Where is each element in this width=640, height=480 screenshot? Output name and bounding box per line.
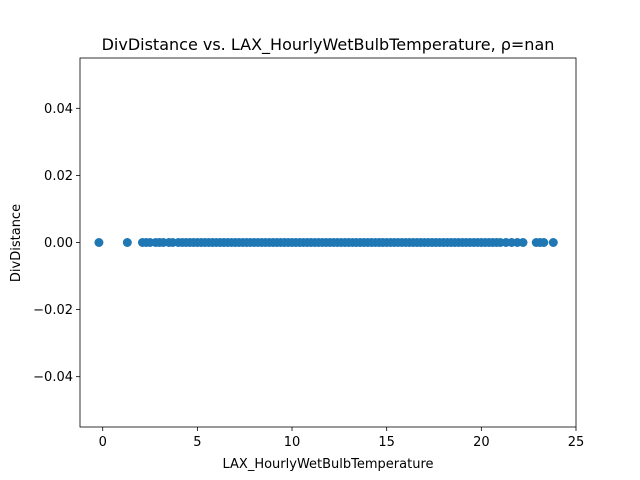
x-tick-label: 20 [473, 435, 490, 450]
y-tick-label: −0.02 [33, 303, 73, 318]
data-point [518, 238, 528, 247]
data-point [539, 238, 549, 247]
x-tick-label: 5 [193, 435, 201, 450]
y-tick-label: −0.04 [33, 370, 73, 385]
y-tick-label: 0.00 [44, 236, 73, 251]
x-tick-label: 25 [568, 435, 585, 450]
x-axis-label: LAX_HourlyWetBulbTemperature [222, 457, 433, 472]
x-tick-label: 0 [99, 435, 107, 450]
data-point [548, 238, 558, 247]
plot-frame [79, 57, 577, 428]
data-point [122, 238, 132, 247]
x-tick-label: 15 [378, 435, 395, 450]
y-tick-label: 0.02 [44, 169, 73, 184]
y-tick-label: 0.04 [44, 102, 73, 117]
data-point [94, 238, 104, 247]
y-axis-label: DivDistance [9, 204, 24, 282]
x-axis-ticks: 0 5 10 15 20 25 [99, 427, 585, 450]
x-tick-label: 10 [284, 435, 301, 450]
chart-title: DivDistance vs. LAX_HourlyWetBulbTempera… [102, 35, 555, 55]
scatter-points [94, 238, 558, 247]
y-axis-ticks: −0.04 −0.02 0.00 0.02 0.04 [33, 102, 80, 385]
